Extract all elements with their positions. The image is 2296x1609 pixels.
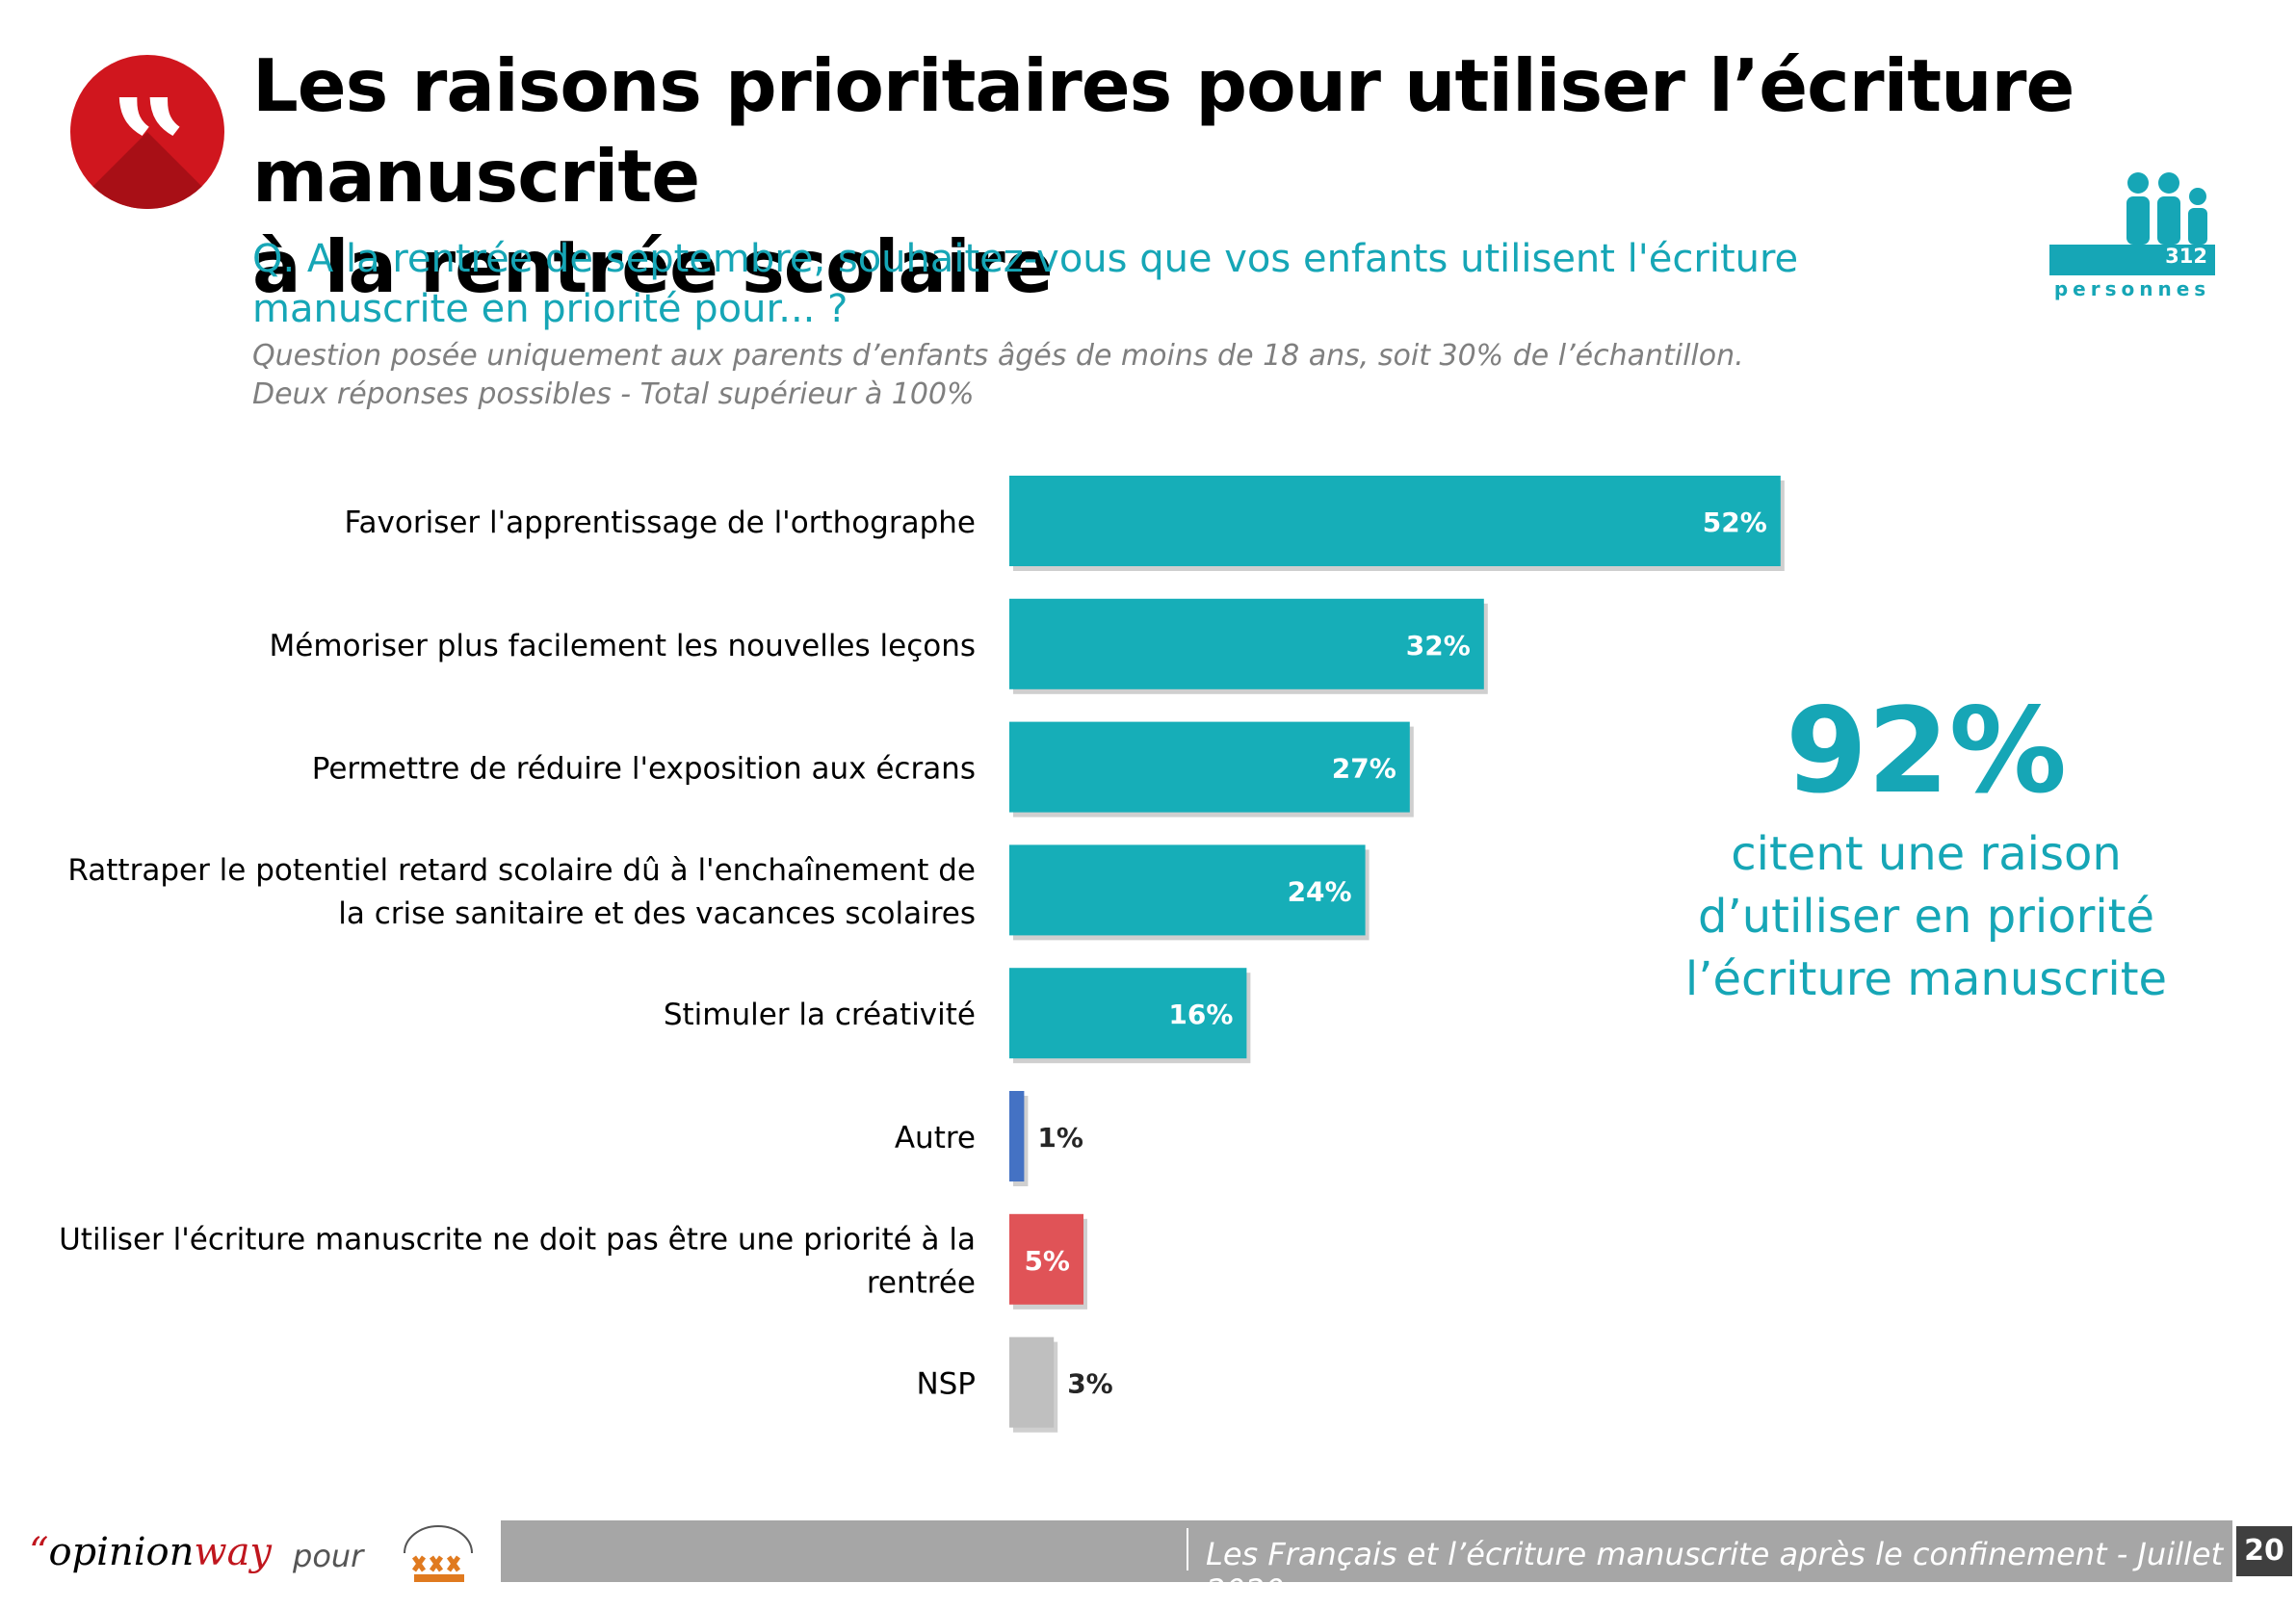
opinionway-logo: “opinionway [29,1530,273,1574]
page-title: Les raisons prioritaires pour utiliser l… [252,40,2179,312]
category-label-4-line-2: la crise sanitaire et des vacances scola… [338,896,976,931]
category-label-7-line-2: rentrée [867,1265,976,1300]
note-line-2: Deux réponses possibles - Total supérieu… [252,377,975,411]
category-label-1: Favoriser l'apprentissage de l'orthograp… [345,506,976,540]
category-label-4-line-1: Rattraper le potentiel retard scolaire d… [67,853,976,888]
value-label-6: 1% [1037,1122,1083,1154]
bar-3 [1009,721,1410,813]
bar-chart: 52% Favoriser l'apprentissage de l'orthog… [59,476,1785,1433]
title-line-1: Les raisons prioritaires pour utiliser l… [252,43,2074,219]
bar-4 [1009,844,1366,936]
category-label-3: Permettre de réduire l'exposition aux éc… [312,752,976,787]
category-label-8: NSP [916,1367,976,1402]
title-line-2: à la rentrée scolaire [252,224,1054,309]
bar-6 [1009,1091,1025,1181]
value-label-4: 24% [1288,875,1352,907]
footer-pour: pour [293,1538,364,1574]
note-line-1: Question posée uniquement aux parents d’… [252,339,1744,373]
category-label-5: Stimuler la créativité [664,998,976,1032]
footer: “opinionway pour Les Français et l’écrit… [0,1520,2296,1609]
people-icon [2049,172,2215,275]
value-label-7: 5% [1024,1245,1070,1277]
question-note: Question posée uniquement aux parents d’… [252,337,1890,414]
category-label-6: Autre [895,1121,976,1155]
bar-1 [1009,476,1781,566]
kpi-value: 92% [1785,683,2067,819]
category-label-2: Mémoriser plus facilement les nouvelles … [270,629,976,663]
question-text: Q. A la rentrée de septembre, souhaitez-… [252,234,1890,334]
page-number: 20 [2236,1526,2292,1576]
value-label-2: 32% [1406,630,1471,662]
question-line-1: Q. A la rentrée de septembre, souhaitez-… [252,237,1799,281]
quote-badge: ” [70,55,224,209]
value-label-3: 27% [1332,753,1396,785]
bar-5 [1009,968,1247,1059]
bar-8 [1009,1337,1055,1428]
value-label-1: 52% [1703,506,1767,538]
kpi-text-line-2: d’utiliser en priorité [1697,890,2155,944]
value-label-5: 16% [1168,999,1233,1030]
footer-caption: Les Français et l’écriture manuscrite ap… [1206,1536,2224,1609]
ueipa-logo [404,1525,473,1582]
kpi-text-line-3: l’écriture manuscrite [1684,952,2168,1006]
sample-size-badge: 312 personnes [2049,169,2215,304]
sample-unit: personnes [2053,277,2211,300]
kpi-text: citent une raison d’utiliser en priorité… [1637,823,2215,1011]
sample-count: 312 [2165,245,2207,268]
value-label-8: 3% [1067,1368,1113,1400]
category-label-7-line-1: Utiliser l'écriture manuscrite ne doit p… [59,1222,976,1257]
kpi-text-line-1: citent une raison [1731,827,2122,881]
bar-7 [1009,1213,1083,1305]
question-line-2: manuscrite en priorité pour... ? [252,287,848,331]
bar-2 [1009,598,1484,689]
